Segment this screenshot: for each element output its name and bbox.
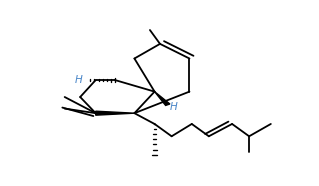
Polygon shape — [96, 111, 134, 115]
Polygon shape — [155, 92, 170, 105]
Text: H: H — [169, 102, 177, 112]
Text: H: H — [75, 75, 83, 85]
